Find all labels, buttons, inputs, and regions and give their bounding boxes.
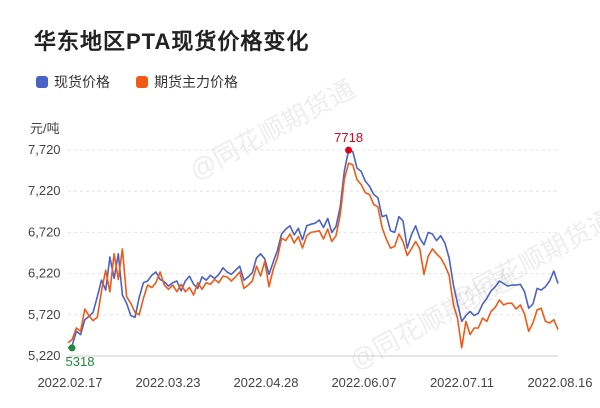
legend-item-spot[interactable]: 现货价格 [36,72,110,92]
x-tick-label: 2022.04.28 [233,375,298,390]
y-axis-unit-label: 元/吨 [30,121,60,136]
x-tick-label: 2022.08.16 [527,375,592,390]
x-tick-label: 2022.07.11 [430,375,494,390]
y-tick-label: 5,720 [28,307,61,322]
y-tick-label: 7,220 [28,183,61,198]
series-line-spot [67,149,559,349]
x-tick-label: 2022.02.17 [37,375,102,390]
legend: 现货价格 期货主力价格 [36,72,264,92]
legend-item-futures[interactable]: 期货主力价格 [136,72,238,92]
max-point-label: 7718 [334,130,363,145]
series-line-futures [67,162,559,349]
x-tick-label: 2022.06.07 [331,375,396,390]
max-point-marker [345,146,353,154]
y-tick-label: 5,220 [28,348,61,363]
legend-swatch-futures [136,76,148,88]
y-tick-label: 6,220 [28,266,61,281]
legend-swatch-spot [36,76,48,88]
y-tick-label: 7,720 [28,142,61,157]
x-tick-label: 2022.03.23 [135,375,200,390]
legend-label-spot: 现货价格 [54,74,110,90]
min-point-marker [68,344,76,352]
chart-title: 华东地区PTA现货价格变化 [34,29,310,54]
min-point-label: 5318 [66,354,95,369]
legend-label-futures: 期货主力价格 [154,74,238,90]
y-tick-label: 6,720 [28,224,61,239]
